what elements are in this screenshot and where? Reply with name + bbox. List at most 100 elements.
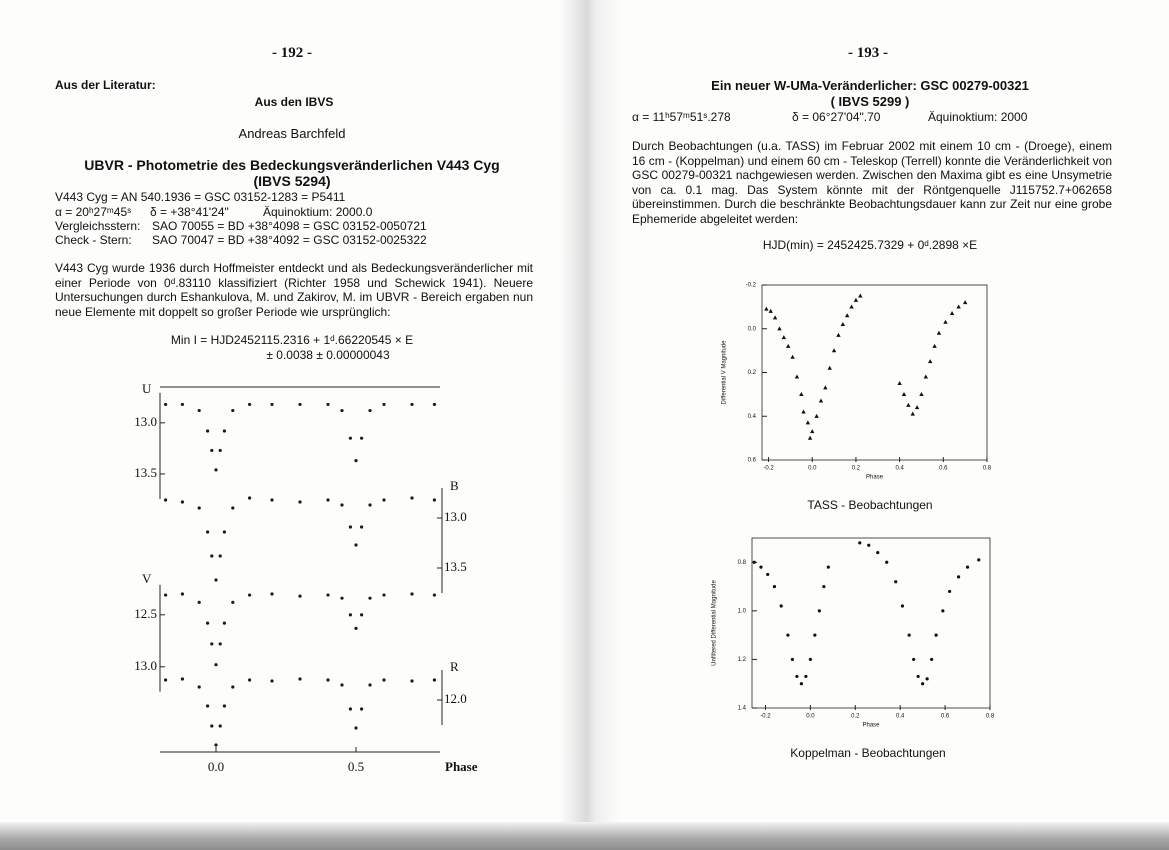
data-point: [354, 543, 358, 547]
data-point: [326, 678, 330, 682]
data-point: [206, 429, 210, 433]
data-point: [197, 685, 201, 689]
data-point: [900, 604, 905, 608]
y-tick-label: 0.8: [738, 560, 747, 566]
data-point: [164, 498, 168, 502]
data-point: [777, 326, 782, 331]
formula: HJD(min) = 2452425.7329 + 0ᵈ.2898 ×E: [762, 238, 978, 252]
data-point: [248, 496, 252, 500]
data-point: [977, 558, 981, 562]
comparison-star: SAO 70055 = BD +38°4098 = GSC 03152-0050…: [152, 219, 427, 233]
data-point: [248, 678, 252, 682]
caption: Koppelman - Beobachtungen: [790, 746, 946, 760]
data-point: [360, 613, 364, 617]
data-point: [298, 594, 302, 598]
data-point: [844, 313, 850, 318]
title: Ein neuer W-UMa-Veränderlicher: GSC 0027…: [711, 78, 1029, 93]
designation: V443 Cyg = AN 540.1936 = GSC 03152-1283 …: [55, 190, 346, 204]
data-point: [810, 429, 815, 434]
data-point: [818, 398, 824, 403]
y-tick-label: 1.2: [738, 657, 747, 663]
reference: (IBVS 5294): [253, 173, 331, 189]
data-point: [799, 682, 803, 686]
data-point: [231, 506, 235, 510]
data-point: [340, 596, 344, 600]
series-label: B: [450, 478, 459, 493]
y-tick-label: -0.2: [746, 283, 757, 289]
x-tick-label: 0.8: [983, 466, 992, 472]
series-label: U: [142, 381, 152, 396]
paragraph: V443 Cyg wurde 1936 durch Hoffmeister en…: [55, 261, 533, 319]
reference: ( IBVS 5299 ): [830, 94, 910, 109]
data-point: [197, 506, 201, 510]
data-point: [180, 677, 184, 681]
x-axis-label: Phase: [862, 723, 880, 729]
data-point: [827, 365, 832, 370]
data-point: [218, 554, 222, 558]
page-number: - 193 -: [848, 45, 888, 61]
data-point: [210, 724, 214, 728]
data-point: [164, 402, 168, 407]
data-point: [759, 565, 763, 569]
data-point: [801, 409, 806, 414]
y-tick-label: 13.0: [444, 509, 467, 524]
data-point: [764, 306, 769, 311]
data-point: [432, 593, 436, 597]
right-ascension: α = 20ʰ27ᵐ45ˢ: [55, 205, 132, 219]
data-point: [348, 613, 352, 617]
data-point: [410, 496, 414, 500]
data-point: [382, 678, 386, 682]
data-point: [923, 374, 929, 379]
comparison-label: Vergleichsstern:: [55, 219, 141, 233]
data-point: [914, 405, 920, 410]
data-point: [836, 332, 841, 337]
data-point: [779, 604, 783, 608]
data-point: [876, 550, 880, 555]
data-point: [826, 565, 830, 569]
data-point: [214, 663, 218, 667]
x-tick-label: 0.6: [941, 714, 950, 720]
data-point: [354, 459, 358, 463]
y-tick-label: 0.4: [748, 414, 757, 420]
data-point: [298, 500, 302, 504]
y-tick-label: 1.0: [738, 608, 747, 614]
series-label: V: [142, 571, 152, 586]
data-point: [218, 724, 222, 728]
data-point: [432, 498, 436, 502]
data-point: [348, 525, 352, 529]
data-point: [210, 554, 214, 558]
data-point: [197, 408, 201, 413]
data-point: [941, 609, 945, 613]
data-point: [214, 578, 218, 582]
y-tick-label: 13.0: [134, 414, 157, 429]
data-point: [897, 381, 902, 386]
data-point: [326, 593, 330, 597]
x-tick-label: 0.5: [348, 759, 364, 774]
data-point: [206, 704, 210, 708]
data-point: [766, 572, 770, 577]
data-point: [222, 621, 226, 625]
data-point: [823, 385, 828, 390]
data-point: [912, 657, 916, 662]
data-point: [790, 354, 795, 359]
check-star: SAO 70047 = BD +38°4092 = GSC 03152-0025…: [152, 233, 427, 247]
data-point: [795, 674, 799, 679]
data-point: [410, 679, 414, 683]
data-point: [270, 679, 274, 683]
x-tick-label: 0.2: [851, 714, 860, 720]
title: UBVR - Photometrie des Bedeckungsverände…: [84, 157, 500, 173]
data-point: [222, 429, 226, 433]
x-tick-label: 0.0: [208, 759, 224, 774]
data-point: [781, 335, 787, 340]
equinox: Äquinoktium: 2000.0: [263, 205, 373, 219]
x-tick-label: 0.4: [895, 466, 904, 472]
data-point: [894, 580, 898, 584]
data-point: [164, 678, 168, 682]
data-point: [180, 500, 184, 504]
data-point: [231, 685, 235, 689]
data-point: [326, 498, 330, 502]
data-point: [180, 402, 184, 407]
x-tick-label: 0.6: [939, 466, 948, 472]
gutter: [560, 0, 620, 850]
